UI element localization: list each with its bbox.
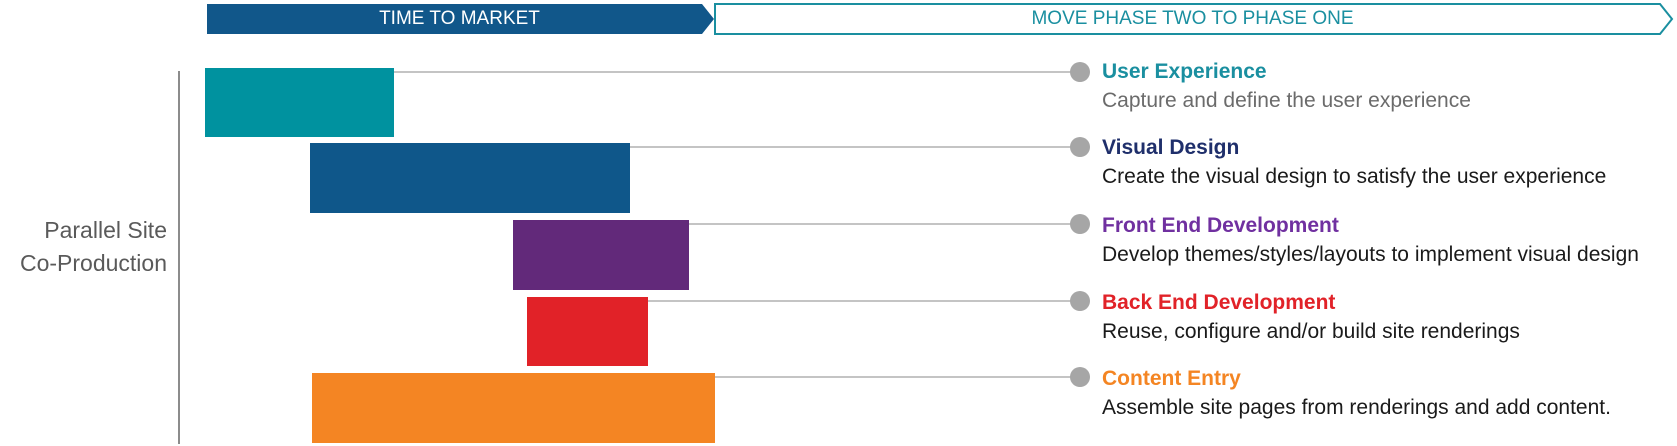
bar-back-end — [527, 297, 648, 366]
move-phase-label: MOVE PHASE TWO TO PHASE ONE — [1031, 8, 1354, 29]
parallel-site-label: Parallel Site Co-Production — [0, 214, 167, 280]
connector-user-experience — [390, 71, 1080, 73]
time-to-market-label: TIME TO MARKET — [379, 8, 540, 29]
bar-content-entry — [312, 373, 715, 443]
move-phase-arrow — [714, 3, 1674, 35]
desc-user-experience: Capture and define the user experience — [1102, 89, 1471, 112]
axis-label-line1: Parallel Site — [44, 217, 167, 243]
connector-front-end — [688, 223, 1080, 225]
axis-divider — [178, 71, 180, 444]
connector-back-end — [647, 300, 1080, 302]
dot-back-end — [1070, 291, 1090, 311]
desc-front-end: Develop themes/styles/layouts to impleme… — [1102, 243, 1639, 266]
dot-visual-design — [1070, 137, 1090, 157]
dot-front-end — [1070, 214, 1090, 234]
time-to-market-arrow — [207, 4, 714, 34]
desc-visual-design: Create the visual design to satisfy the … — [1102, 165, 1607, 188]
bar-visual-design — [310, 143, 630, 213]
title-visual-design: Visual Design — [1102, 136, 1240, 159]
title-front-end: Front End Development — [1102, 214, 1339, 237]
desc-back-end: Reuse, configure and/or build site rende… — [1102, 320, 1520, 343]
axis-label-line2: Co-Production — [19, 250, 167, 276]
connector-visual-design — [630, 146, 1080, 148]
title-content-entry: Content Entry — [1102, 367, 1241, 390]
dot-user-experience — [1070, 62, 1090, 82]
header-arrows — [207, 3, 1674, 35]
title-user-experience: User Experience — [1102, 60, 1267, 83]
connector-content-entry — [713, 376, 1080, 378]
dot-content-entry — [1070, 367, 1090, 387]
desc-content-entry: Assemble site pages from renderings and … — [1102, 396, 1611, 419]
bar-user-experience — [205, 68, 394, 137]
title-back-end: Back End Development — [1102, 291, 1336, 314]
bar-front-end — [513, 220, 689, 290]
